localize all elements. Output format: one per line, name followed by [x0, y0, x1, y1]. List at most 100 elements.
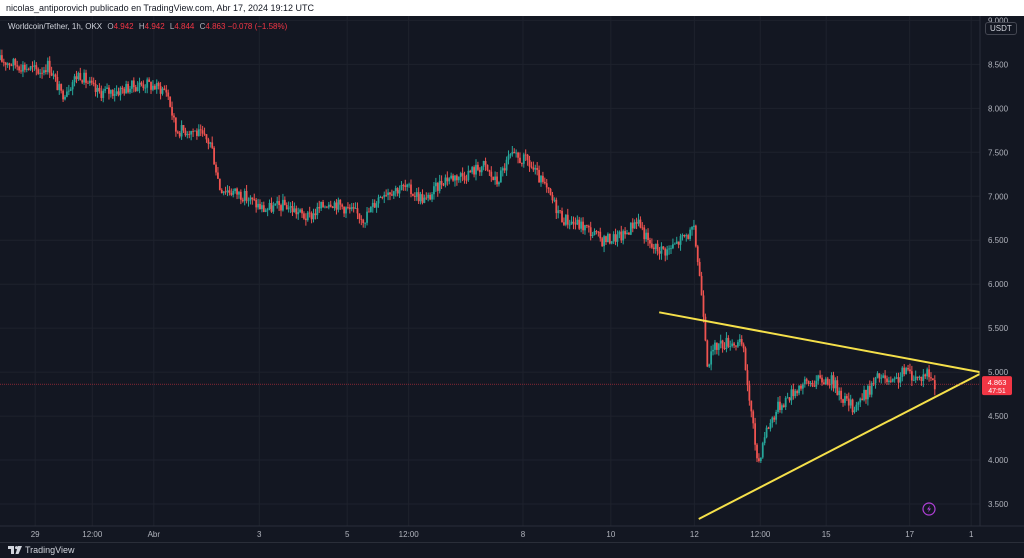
candle-body — [683, 235, 686, 237]
candle-body — [874, 377, 877, 384]
candle-body — [280, 205, 282, 211]
high-value: 4.942 — [144, 22, 165, 31]
candle-body — [826, 378, 829, 385]
candle-body — [672, 244, 674, 249]
candle-body — [475, 164, 477, 175]
candle-body — [455, 175, 458, 181]
candle-body — [209, 142, 212, 144]
candle-body — [920, 376, 923, 382]
candle-body — [859, 398, 862, 403]
candle-body — [746, 370, 749, 386]
price-tick-label: 4.500 — [988, 412, 1009, 421]
candle-body — [542, 175, 544, 182]
candle-body — [866, 386, 869, 400]
candle-body — [54, 74, 57, 77]
price-tick-label: 6.500 — [988, 236, 1009, 245]
candle-body — [316, 206, 319, 216]
candle-body — [408, 184, 410, 186]
candle-body — [217, 172, 219, 179]
candle-body — [763, 437, 766, 444]
candle-body — [473, 167, 475, 175]
candle-body — [851, 399, 854, 413]
candle-body — [171, 106, 173, 116]
candle-body — [201, 130, 204, 134]
candle-body — [352, 207, 355, 209]
currency-button[interactable]: USDT — [985, 22, 1017, 35]
candle-body — [482, 161, 485, 167]
candle-body — [10, 65, 13, 67]
candle-body — [312, 213, 315, 220]
candle-body — [689, 229, 692, 239]
candle-body — [706, 340, 709, 367]
candle-body — [27, 68, 30, 70]
candle-body — [700, 275, 703, 296]
price-chart[interactable]: 9.000 8.500 8.000 7.500 7.000 6.500 6.000 5.500… — [0, 16, 1024, 542]
candle-body — [358, 213, 361, 219]
candle-body — [238, 191, 240, 195]
candle-body — [285, 205, 288, 210]
candle-body — [77, 72, 80, 80]
candle-body — [861, 398, 864, 401]
candle-body — [813, 385, 816, 387]
candle-body — [631, 222, 634, 229]
replay-icon[interactable] — [922, 502, 936, 516]
candle-body — [299, 209, 302, 213]
candle-body — [754, 423, 757, 445]
candle-body — [293, 208, 296, 213]
candle-body — [333, 202, 336, 208]
candle-body — [654, 243, 657, 250]
candle-body — [738, 339, 741, 343]
change-value: −0.078 (−1.58%) — [227, 22, 288, 31]
candle-body — [501, 168, 504, 171]
tradingview-brand[interactable]: TradingView — [8, 545, 75, 555]
candle-body — [251, 197, 254, 200]
candle-body — [108, 87, 110, 94]
candle-body — [584, 225, 586, 231]
candle-body — [0, 55, 1, 60]
candle-body — [801, 384, 804, 389]
candle-body — [633, 222, 636, 229]
candle-body — [31, 66, 34, 68]
candle-body — [624, 231, 627, 235]
candle-body — [895, 377, 898, 379]
candle-body — [448, 178, 451, 182]
candle-body — [704, 316, 707, 341]
candle-body — [824, 378, 827, 385]
candle-body — [876, 373, 879, 378]
candle-body — [928, 369, 930, 378]
candle-body — [165, 89, 168, 93]
candle-body — [345, 207, 347, 214]
candle-body — [647, 232, 649, 241]
candle-body — [320, 201, 323, 209]
candle-body — [847, 398, 850, 406]
candle-body — [392, 191, 395, 196]
candle-body — [509, 154, 512, 156]
candle-body — [771, 417, 774, 423]
close-value: 4.863 — [205, 22, 226, 31]
candle-body — [440, 180, 443, 185]
candle-body — [197, 129, 200, 136]
candle-body — [641, 227, 644, 229]
candle-body — [572, 221, 575, 224]
candle-body — [853, 410, 856, 413]
chart-frame[interactable]: 9.000 8.500 8.000 7.500 7.000 6.500 6.000 5.500… — [0, 16, 1024, 542]
candle-body — [809, 382, 812, 384]
candle-body — [637, 219, 640, 224]
candle-body — [555, 199, 558, 214]
candle-body — [104, 88, 107, 91]
candle-body — [222, 191, 225, 194]
last-price-badge — [982, 376, 1012, 396]
candle-body — [274, 203, 277, 206]
candle-body — [259, 203, 261, 209]
candle-body — [142, 84, 145, 88]
time-tick-label: 3 — [257, 530, 262, 539]
candle-body — [924, 374, 927, 377]
candle-body — [161, 88, 164, 94]
time-tick-label: 15 — [822, 530, 831, 539]
candle-body — [276, 201, 279, 204]
candle-body — [477, 164, 479, 170]
candle-body — [331, 206, 334, 208]
price-axis: 9.000 8.500 8.000 7.500 7.000 6.500 6.000 5.500… — [988, 16, 1009, 509]
candle-body — [513, 151, 516, 154]
